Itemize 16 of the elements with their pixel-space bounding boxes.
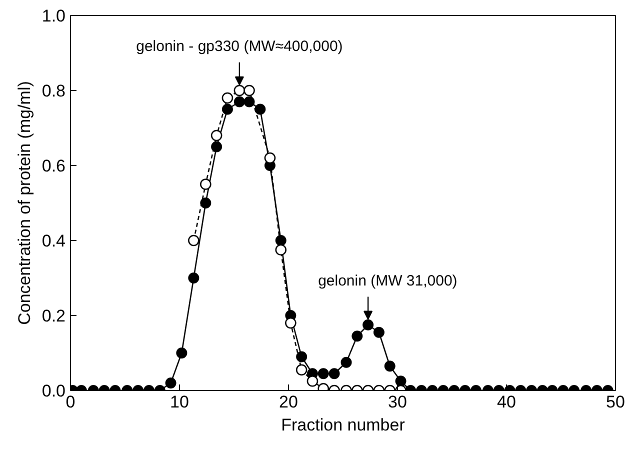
y-tick-label: 0.0	[42, 382, 66, 400]
y-tick-label: 0.2	[42, 306, 66, 326]
x-tick-label: 40	[497, 392, 516, 412]
y-tick-label: 0.4	[42, 232, 66, 250]
x-tick-label: 0	[66, 392, 76, 412]
x-axis-title: Fraction number	[281, 416, 406, 434]
x-tick-label: 20	[279, 392, 298, 412]
x-tick-label: 30	[388, 392, 407, 412]
y-tick-label: 0.8	[42, 82, 66, 100]
x-tick-label: 10	[170, 392, 189, 412]
y-axis-title: Concentration of protein (mg/ml)	[14, 81, 34, 325]
x-tick-label: 50	[606, 392, 625, 412]
y-tick-label: 0.6	[42, 156, 66, 176]
annotation: gelonin (MW 31,000)	[318, 272, 458, 290]
annotation: gelonin - gp330 (MW≈400,000)	[136, 38, 343, 55]
y-tick-label: 1.0	[42, 6, 66, 26]
